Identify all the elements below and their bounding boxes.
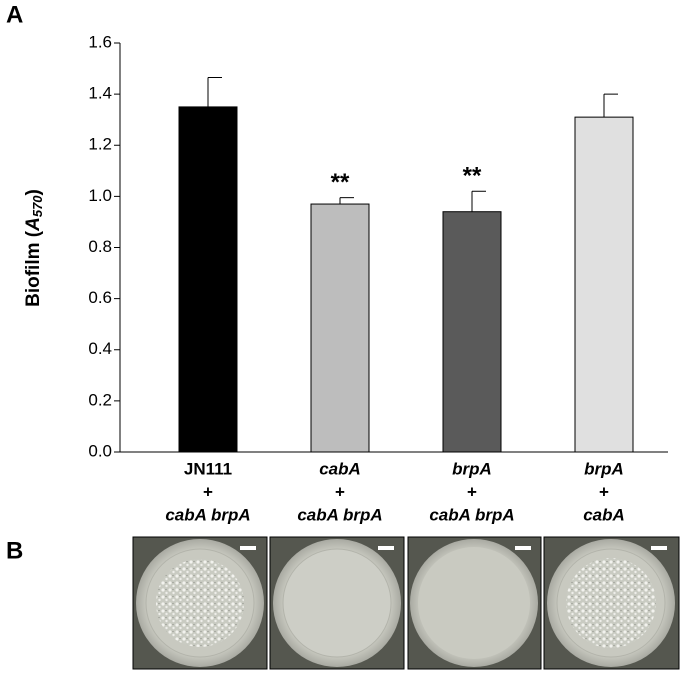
plate-photo (407, 536, 542, 670)
y-tick-label: 0.0 (88, 441, 112, 460)
y-tick-label: 0.6 (88, 288, 112, 307)
x-tick-label: + (599, 482, 609, 501)
plate-photo (132, 536, 268, 670)
y-axis-label: Biofilm (A570) (23, 189, 45, 307)
error-bar (471, 190, 486, 212)
x-tick-label: cabA brpA (297, 505, 382, 524)
y-label-symbol: A (23, 217, 44, 232)
bar (178, 106, 238, 453)
plate-photo (543, 536, 680, 670)
panel-label: A (6, 1, 23, 28)
y-tick-label: 0.4 (88, 339, 112, 358)
y-tick-label: 0.2 (88, 390, 112, 409)
bar (442, 211, 502, 453)
y-tick-label: 1.4 (88, 84, 112, 103)
plate-photos (132, 536, 680, 670)
bar (574, 116, 634, 453)
error-bar (603, 93, 618, 118)
y-label-subscript: 570 (30, 195, 45, 217)
bar (310, 203, 370, 453)
x-tick-label: JN111 (184, 459, 232, 478)
x-tick-label: + (335, 482, 345, 501)
y-label-text: Biofilm ( (23, 230, 44, 307)
y-tick-label: 1.0 (88, 186, 112, 205)
significance-label: ** (463, 163, 482, 190)
panel-label: B (6, 537, 23, 564)
y-label-text: ) (23, 189, 44, 195)
y-tick-label: 1.6 (88, 32, 112, 51)
x-tick-label: cabA (583, 505, 625, 524)
error-bar (207, 77, 222, 107)
plate-photo (269, 536, 405, 670)
x-tick-label: + (203, 482, 213, 501)
error-bar (339, 197, 354, 205)
significance-label: ** (331, 169, 350, 196)
x-tick-label: brpA (452, 459, 492, 478)
x-tick-label: brpA (584, 459, 624, 478)
x-tick-label: cabA brpA (165, 505, 250, 524)
y-tick-label: 0.8 (88, 237, 112, 256)
y-tick-label: 1.2 (88, 135, 112, 154)
x-tick-label: + (467, 482, 477, 501)
x-tick-label: cabA brpA (429, 505, 514, 524)
x-tick-label: cabA (319, 459, 361, 478)
